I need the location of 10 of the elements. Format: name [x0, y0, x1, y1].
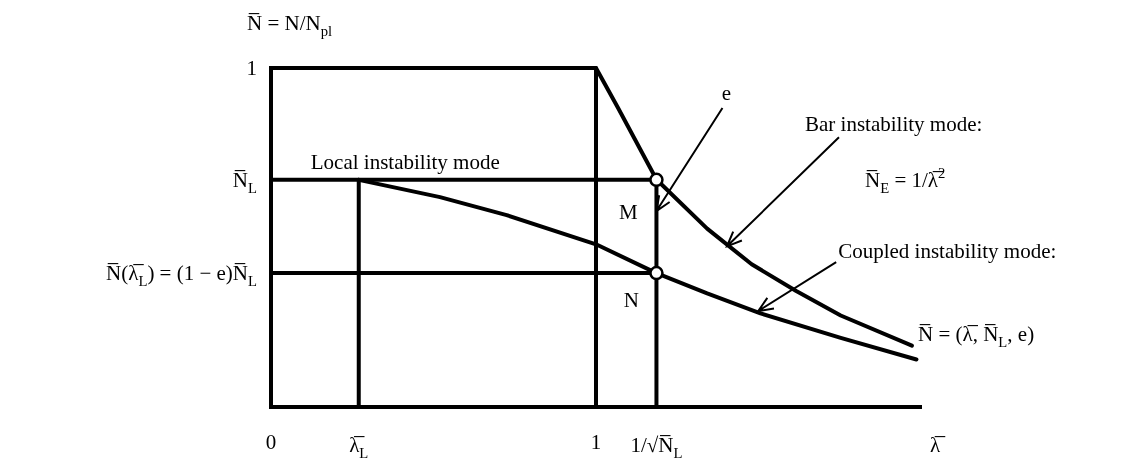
x-axis-title: λ̅: [929, 433, 947, 457]
annotation: Coupled instability mode:: [838, 239, 1057, 264]
annotation: Bar instability mode:: [804, 112, 983, 137]
annotation: Local instability mode: [310, 149, 500, 174]
annotation: N: [623, 288, 640, 313]
annotation: 1: [246, 55, 257, 80]
x-tick-label: 0: [265, 430, 277, 455]
x-tick-label: 1: [590, 430, 602, 455]
annotation: e: [721, 81, 732, 106]
annotation: M: [619, 199, 639, 224]
